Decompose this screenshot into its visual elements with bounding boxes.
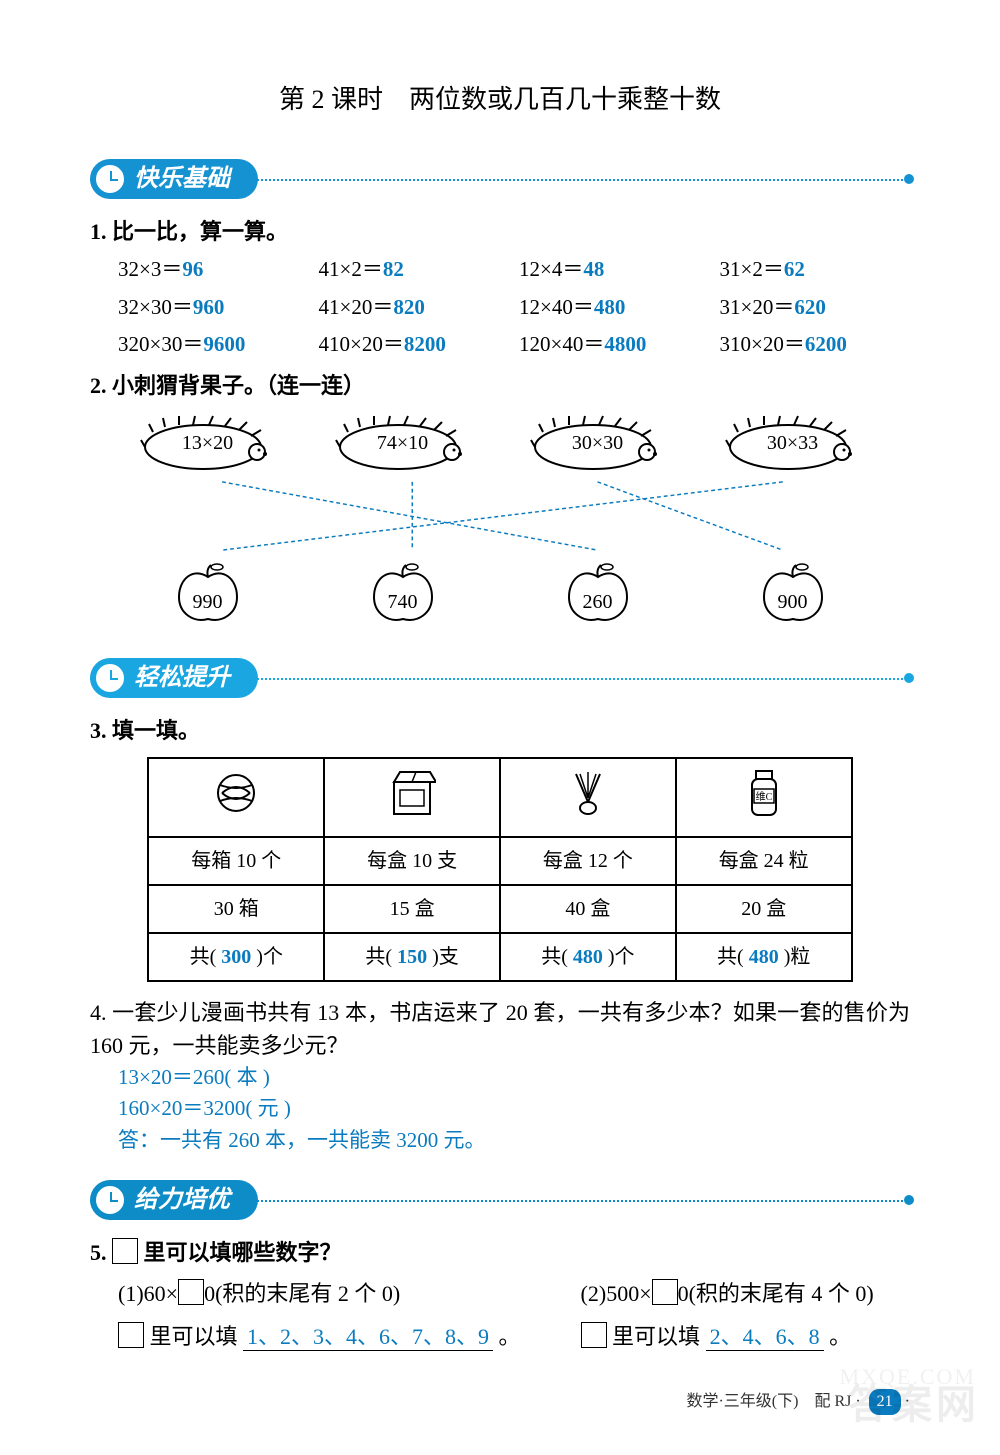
apple-item: 990: [163, 561, 253, 634]
q4-solution-line: 答：一共有 260 本，一共能卖 3200 元。: [118, 1125, 910, 1157]
hedgehog-item: 74×10: [328, 412, 478, 481]
shuttlecock-icon: [500, 758, 676, 837]
q4-text: 4. 一套少儿漫画书共有 13 本，书店运来了 20 套，一共有多少本？如果一套…: [90, 996, 910, 1062]
q4-solution-line: 160×20＝3200( 元 ): [118, 1093, 910, 1125]
clock-icon: [94, 163, 126, 195]
section-power-excel: 给力培优: [90, 1180, 910, 1224]
apple-item: 260: [553, 561, 643, 634]
lesson-title: 第 2 课时 两位数或几百几十乘整十数: [90, 80, 910, 119]
apple-row: 990 740 260 900: [110, 561, 890, 634]
q5-label: 5. 里可以填哪些数字？: [90, 1240, 342, 1265]
hedgehog-item: 30×33: [718, 412, 868, 481]
apple-item: 740: [358, 561, 448, 634]
jar-icon: 维C: [676, 758, 852, 837]
section-happy-basics: 快乐基础: [90, 159, 910, 203]
ball-icon: [148, 758, 324, 837]
section-easy-improve: 轻松提升: [90, 658, 910, 702]
q5-part1: (1)60×0(积的末尾有 2 个 0) 里可以填 1、2、3、4、6、7、8、…: [118, 1277, 521, 1353]
box-icon: [324, 758, 500, 837]
q1-label: 1. 比一比，算一算。: [90, 219, 288, 244]
q4-solution-line: 13×20＝260( 本 ): [118, 1062, 910, 1094]
q2-label: 2. 小刺猬背果子。（连一连）: [90, 373, 365, 398]
q3-table: 维C 每箱 10 个每盒 10 支每盒 12 个每盒 24 粒 30 箱15 盒…: [147, 757, 852, 982]
section-label: 给力培优: [134, 1187, 230, 1213]
clock-icon: [94, 1184, 126, 1216]
hedgehog-row: 13×20 74×10 30×30 30×33: [110, 412, 890, 481]
match-lines: [110, 481, 890, 551]
q5-part2: (2)500×0(积的末尾有 4 个 0) 里可以填 2、4、6、8 。: [581, 1277, 874, 1353]
q1-grid: 32×3＝96 41×2＝82 12×4＝48 31×2＝62 32×30＝96…: [118, 254, 910, 361]
blank-box-icon: [112, 1238, 138, 1264]
section-label: 轻松提升: [134, 665, 230, 691]
hedgehog-item: 30×30: [523, 412, 673, 481]
svg-text:维C: 维C: [755, 790, 772, 803]
section-label: 快乐基础: [134, 166, 230, 192]
hedgehog-item: 13×20: [133, 412, 283, 481]
apple-item: 900: [748, 561, 838, 634]
q3-label: 3. 填一填。: [90, 718, 200, 743]
clock-icon: [94, 662, 126, 694]
